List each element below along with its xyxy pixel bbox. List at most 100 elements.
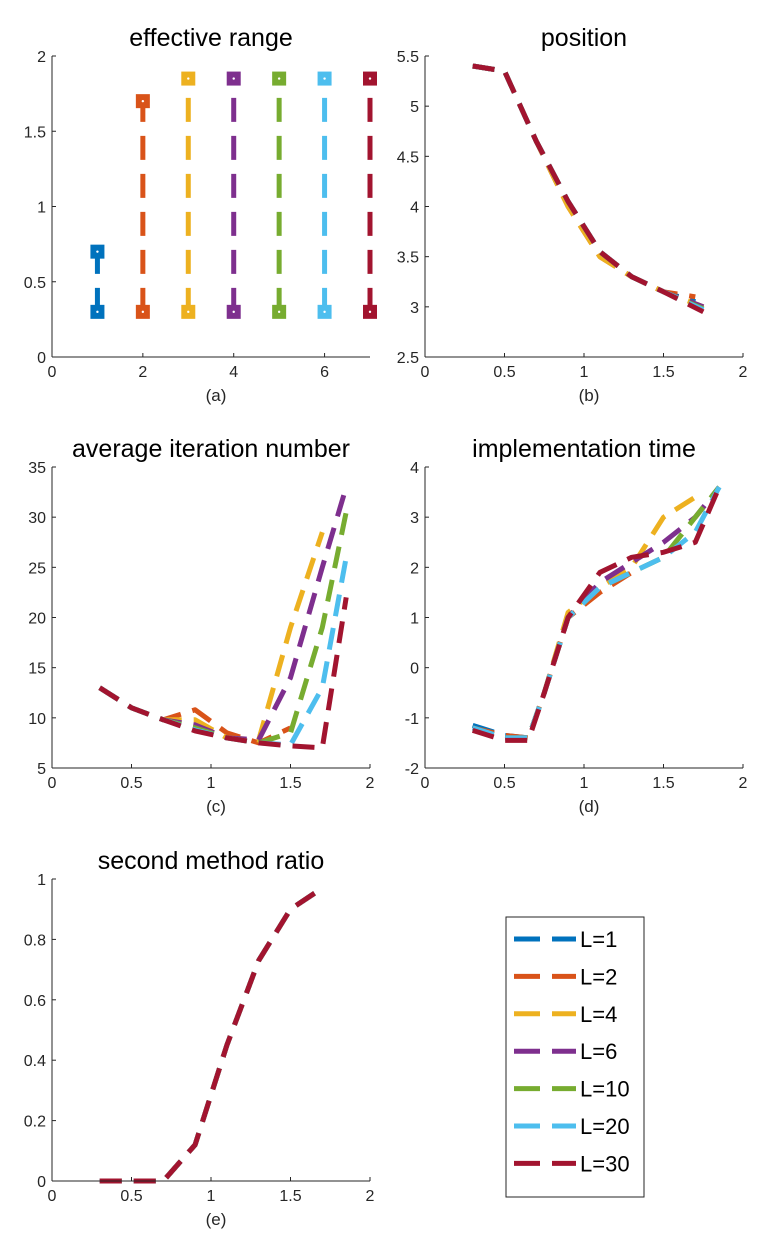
panel-c-title: average iteration number xyxy=(72,435,350,463)
x-tick-label: 1 xyxy=(207,775,216,792)
y-tick-label: 0 xyxy=(410,661,419,678)
y-tick-label: 0 xyxy=(37,350,46,367)
series-line-L=4 xyxy=(99,886,324,1184)
y-tick-label: 1.5 xyxy=(24,124,46,141)
x-tick-label: 1.5 xyxy=(652,775,674,792)
legend: L=1 L=2 L=4 L=6 L=10 L=20 L=30 xyxy=(505,916,645,1198)
x-tick-label: 2 xyxy=(138,364,147,381)
x-tick-label: 2 xyxy=(739,364,748,381)
y-tick-label: 0.6 xyxy=(24,993,46,1010)
range-low-dot-L=2 xyxy=(141,310,145,314)
x-tick-label: 6 xyxy=(320,364,329,381)
y-tick-label: 3 xyxy=(410,510,419,527)
x-tick-label: 1 xyxy=(580,775,589,792)
series-line-L=6 xyxy=(472,63,705,310)
series-line-L=10 xyxy=(471,485,722,741)
legend-label-L=4: L=4 xyxy=(580,1002,617,1027)
series-line-L=2 xyxy=(472,63,696,300)
y-tick-label: 3 xyxy=(410,300,419,317)
x-tick-label: 4 xyxy=(229,364,238,381)
y-tick-label: 0.4 xyxy=(24,1053,46,1070)
y-tick-label: 1 xyxy=(37,200,46,217)
x-tick-label: 1.5 xyxy=(279,775,301,792)
y-tick-label: 35 xyxy=(28,460,46,477)
y-tick-label: 1 xyxy=(37,872,46,889)
range-high-dot-L=20 xyxy=(323,77,326,80)
range-high-dot-L=6 xyxy=(232,77,235,80)
panel-a: effective range 0 2 4 6 0 0.5 1 1.5 2 (a) xyxy=(24,24,377,405)
y-tick-label: 0.8 xyxy=(24,932,46,949)
series-line-L=2 xyxy=(472,570,634,741)
x-tick-label: 1 xyxy=(580,364,589,381)
x-tick-label: 1.5 xyxy=(279,1188,301,1205)
legend-label-L=30: L=30 xyxy=(580,1151,630,1176)
range-high-dot-L=30 xyxy=(368,77,372,80)
x-tick-label: 0 xyxy=(48,364,57,381)
panel-e-title: second method ratio xyxy=(98,847,325,875)
y-tick-label: 20 xyxy=(28,611,46,628)
series-line-L=20 xyxy=(98,556,349,748)
y-tick-label: 4.5 xyxy=(397,149,419,166)
x-tick-label: 0 xyxy=(48,775,57,792)
legend-label-L=10: L=10 xyxy=(580,1077,630,1102)
legend-label-L=20: L=20 xyxy=(580,1114,630,1139)
series-line-L=4 xyxy=(471,494,697,741)
range-high-dot-L=1 xyxy=(96,250,99,253)
x-tick-label: 1.5 xyxy=(652,364,674,381)
panel-e-xlabel: (e) xyxy=(206,1210,227,1229)
range-low-dot-L=4 xyxy=(187,310,190,314)
x-tick-label: 0.5 xyxy=(120,1188,142,1205)
panel-d: implementation time 0 0.5 1 1.5 2 -2 -1 0 1 2 3 4 (d) xyxy=(405,435,748,816)
y-tick-label: 1 xyxy=(410,611,419,628)
series-line-L=10 xyxy=(99,886,324,1184)
x-tick-label: 0 xyxy=(421,364,430,381)
range-low-dot-L=1 xyxy=(96,310,99,314)
panel-b-xlabel: (b) xyxy=(579,386,600,405)
y-tick-label: 4 xyxy=(410,460,419,477)
y-tick-label: 5 xyxy=(410,99,419,116)
x-tick-label: 2 xyxy=(739,775,748,792)
x-tick-label: 0 xyxy=(48,1188,57,1205)
panel-b-title: position xyxy=(541,24,627,52)
series-line-L=6 xyxy=(99,886,324,1184)
range-high-dot-L=2 xyxy=(141,99,145,103)
legend-label-L=6: L=6 xyxy=(580,1039,617,1064)
panel-e: second method ratio 0 0.5 1 1.5 2 0 0.2 0.4 0.6 0.… xyxy=(24,847,375,1229)
range-low-dot-L=10 xyxy=(277,310,281,314)
range-low-dot-L=6 xyxy=(232,310,235,314)
range-low-dot-L=30 xyxy=(368,310,372,314)
y-tick-label: 10 xyxy=(28,711,46,728)
series-line-L=30 xyxy=(471,486,722,743)
legend-label-L=1: L=1 xyxy=(580,927,617,952)
y-tick-label: 5.5 xyxy=(397,49,419,66)
range-low-dot-L=20 xyxy=(323,310,326,314)
y-tick-label: 15 xyxy=(28,661,46,678)
legend-label-L=2: L=2 xyxy=(580,964,617,989)
series-line-L=30 xyxy=(98,597,349,751)
x-tick-label: 2 xyxy=(366,775,375,792)
panel-d-data xyxy=(471,485,722,743)
range-high-dot-L=10 xyxy=(277,77,281,80)
panel-d-title: implementation time xyxy=(472,435,696,463)
series-line-L=30 xyxy=(472,63,705,315)
x-tick-label: 0.5 xyxy=(120,775,142,792)
series-line-L=1 xyxy=(472,63,697,305)
panel-d-xlabel: (d) xyxy=(579,797,600,816)
legend-box xyxy=(505,916,645,1198)
panel-a-title: effective range xyxy=(129,24,293,52)
x-tick-label: 2 xyxy=(366,1188,375,1205)
x-tick-label: 0.5 xyxy=(493,775,515,792)
series-line-L=6 xyxy=(98,486,349,743)
x-tick-label: 0.5 xyxy=(493,364,515,381)
panel-a-data xyxy=(90,71,377,319)
series-line-L=4 xyxy=(472,63,705,310)
y-tick-label: 2.5 xyxy=(397,350,419,367)
series-line-L=30 xyxy=(99,886,324,1184)
y-tick-label: 4 xyxy=(410,200,419,217)
series-line-L=6 xyxy=(471,485,722,741)
series-line-L=20 xyxy=(99,886,324,1184)
y-tick-label: 2 xyxy=(37,49,46,66)
x-tick-label: 1 xyxy=(207,1188,216,1205)
